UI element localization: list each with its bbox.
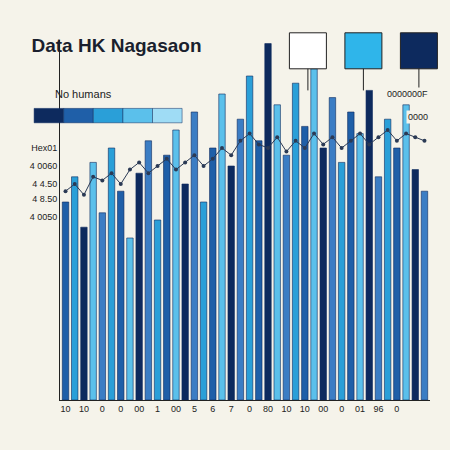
svg-text:0: 0 (100, 404, 105, 414)
svg-text:No humans: No humans (55, 88, 112, 100)
svg-text:Data HK Nagasaon: Data HK Nagasaon (32, 35, 202, 56)
svg-text:80: 80 (263, 404, 273, 414)
svg-text:0: 0 (339, 404, 344, 414)
svg-text:10: 10 (79, 404, 89, 414)
svg-text:4 4.50: 4 4.50 (32, 179, 57, 189)
svg-text:4 0060: 4 0060 (30, 161, 58, 171)
svg-text:00: 00 (134, 404, 144, 414)
svg-text:Hex01: Hex01 (31, 143, 57, 153)
svg-text:0000000F: 0000000F (387, 89, 428, 99)
svg-text:0000: 0000 (408, 112, 428, 122)
svg-text:4 0050: 4 0050 (30, 212, 58, 222)
svg-text:1: 1 (155, 404, 160, 414)
svg-text:10: 10 (281, 404, 291, 414)
svg-text:6: 6 (210, 404, 215, 414)
svg-text:0: 0 (118, 404, 123, 414)
svg-text:00: 00 (318, 404, 328, 414)
svg-text:0: 0 (247, 404, 252, 414)
svg-text:00: 00 (171, 404, 181, 414)
svg-text:7: 7 (229, 404, 234, 414)
svg-text:5: 5 (192, 404, 197, 414)
svg-text:4 8.50: 4 8.50 (32, 194, 57, 204)
svg-text:10: 10 (61, 404, 71, 414)
svg-text:01: 01 (355, 404, 365, 414)
svg-text:96: 96 (373, 404, 383, 414)
svg-text:0: 0 (394, 404, 399, 414)
svg-text:10: 10 (300, 404, 310, 414)
